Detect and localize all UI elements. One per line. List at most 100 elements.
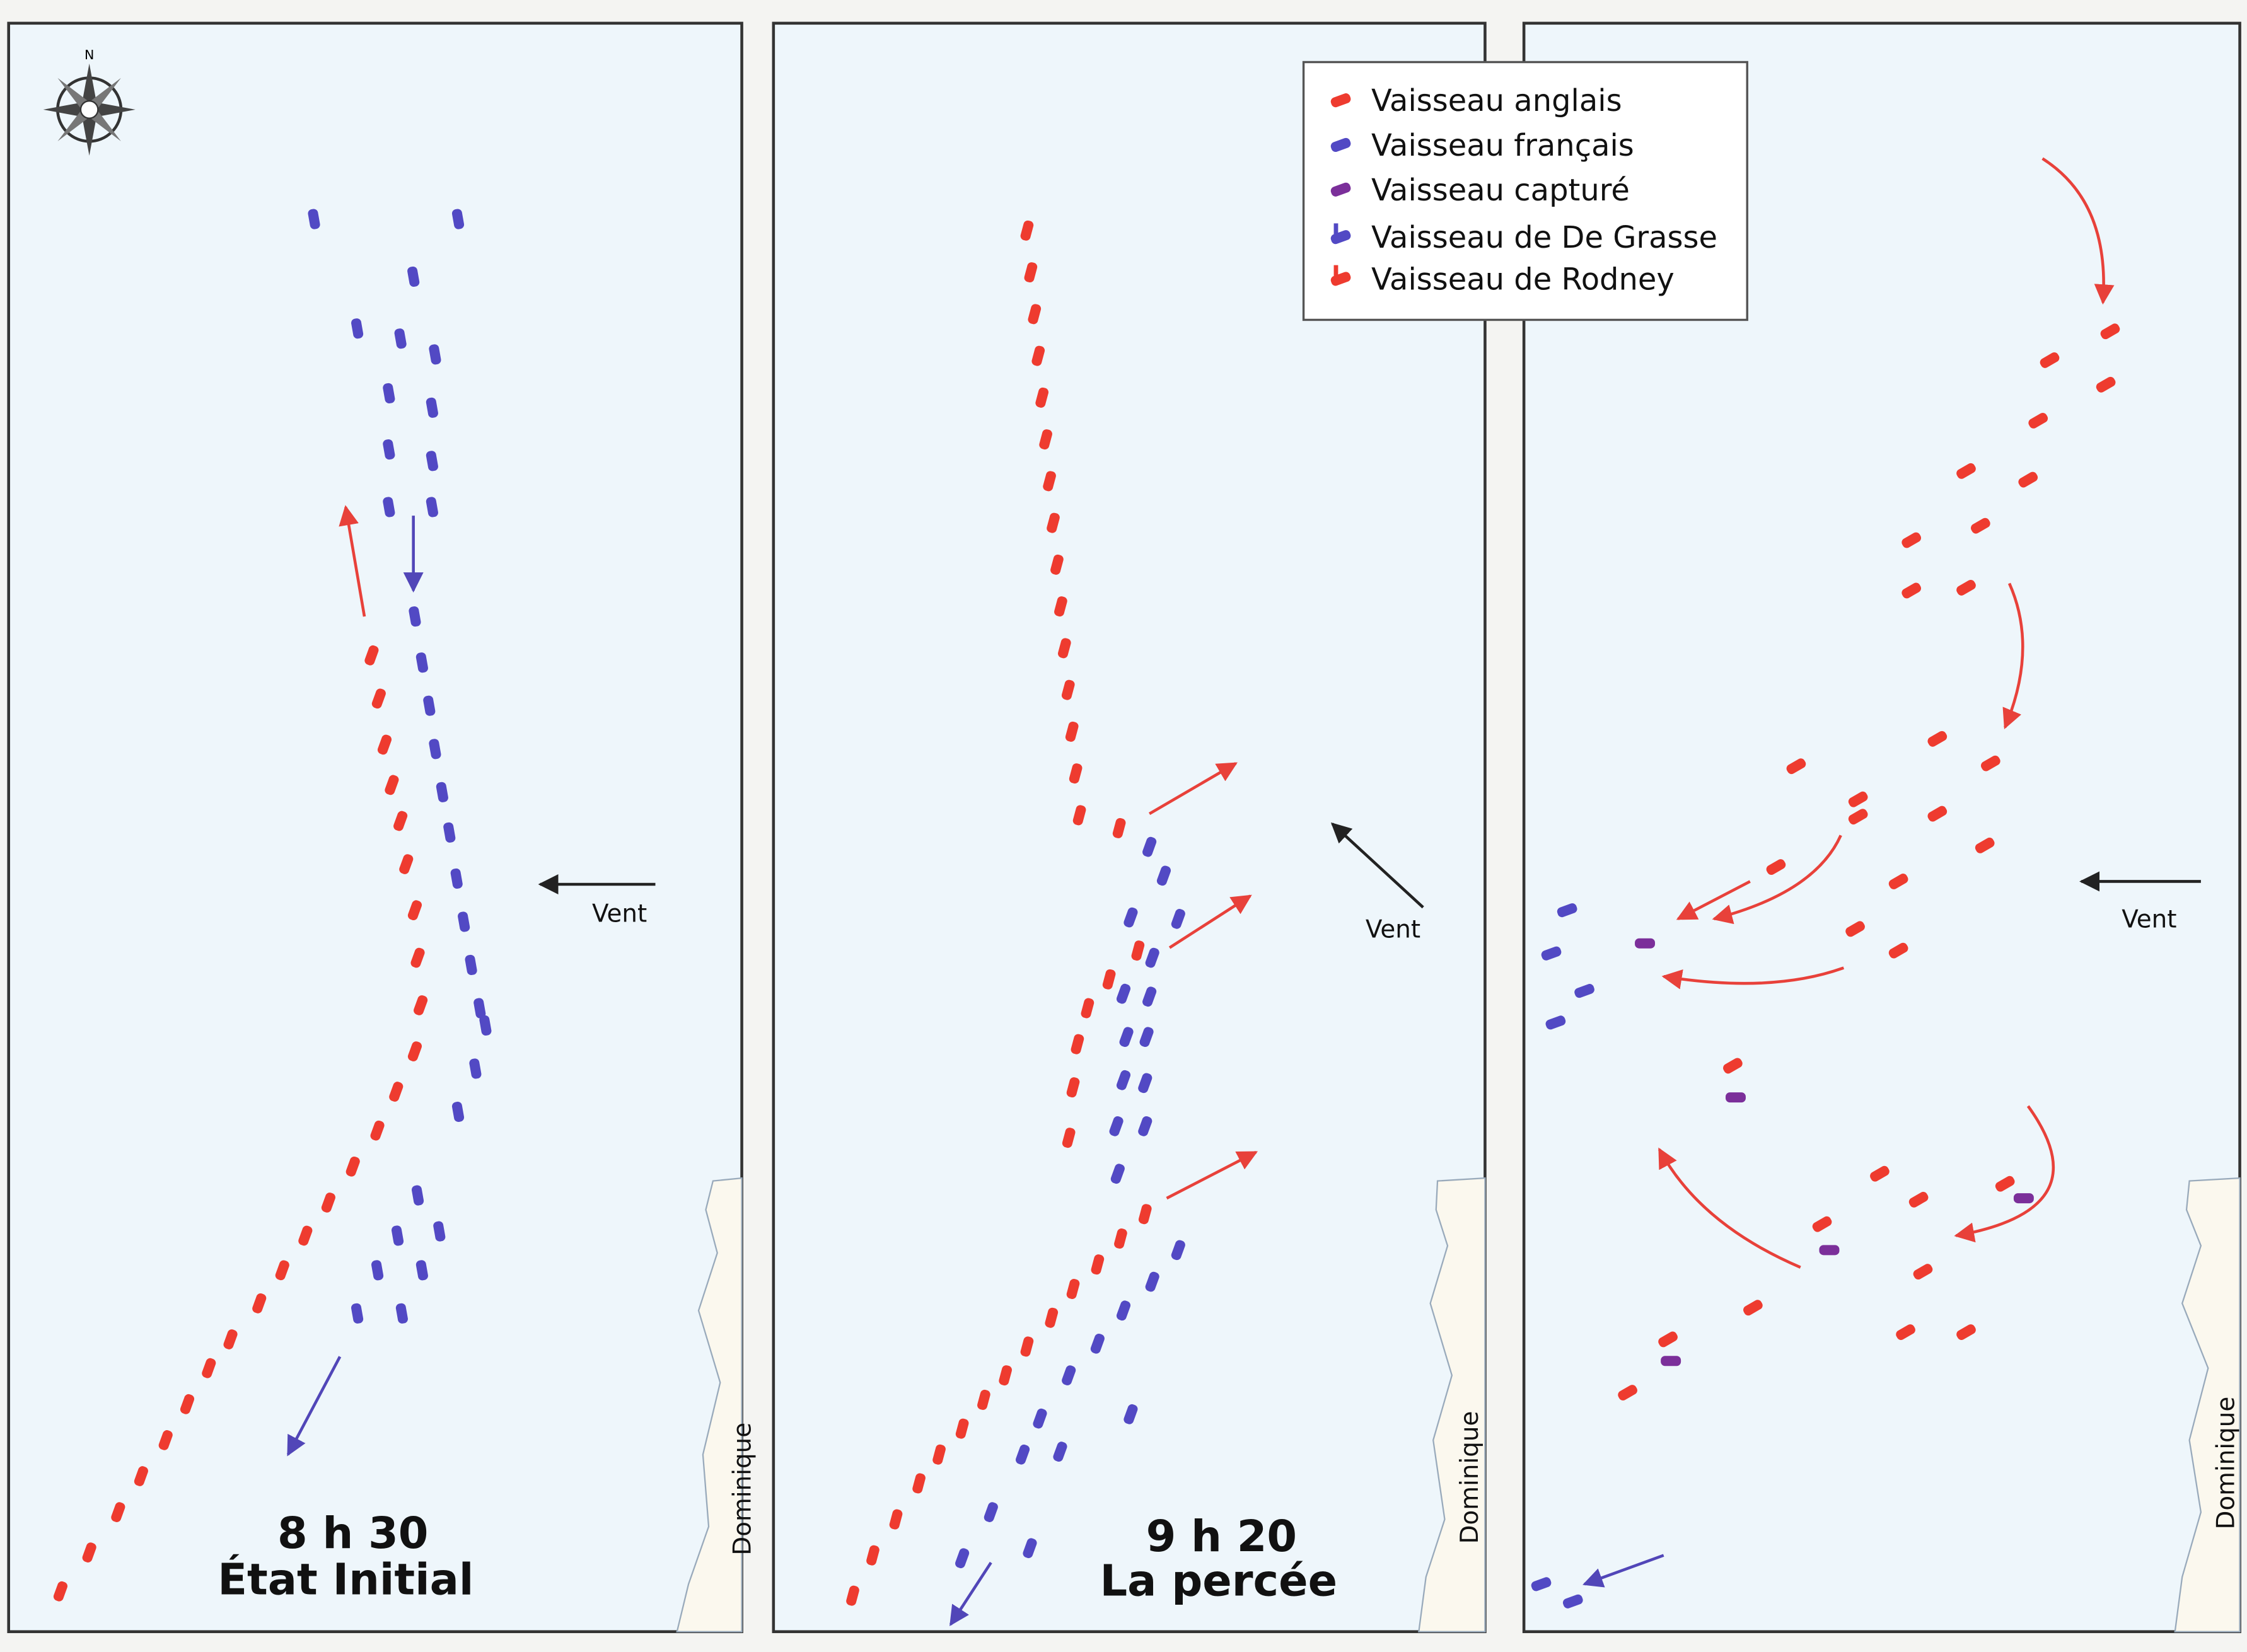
ship [1870, 1165, 1890, 1182]
ship [1024, 262, 1038, 283]
panel-time: 8 h 30 [277, 1508, 429, 1559]
ship [1050, 554, 1064, 575]
ship [1020, 220, 1034, 241]
island [676, 1177, 743, 1632]
ship [977, 1389, 990, 1410]
panel-caption: La percée [1100, 1556, 1337, 1607]
compass-rose: N [43, 47, 136, 156]
ship [1635, 938, 1656, 949]
ship [1091, 1254, 1105, 1275]
arrows [286, 157, 2201, 1626]
ship [1145, 1271, 1159, 1292]
legend-swatch [1330, 93, 1351, 108]
legend-label: Vaisseau capturé [1371, 173, 1630, 208]
ship [1061, 679, 1075, 700]
ship [473, 998, 486, 1019]
ship [1848, 791, 1868, 807]
ship [465, 954, 477, 976]
ship [1658, 1331, 1678, 1348]
ship [415, 1260, 428, 1281]
ship [1913, 1264, 1933, 1280]
ship [1102, 969, 1116, 990]
ship [889, 1509, 903, 1530]
ship [1114, 1228, 1127, 1249]
ship [1786, 758, 1806, 775]
ship [1661, 1356, 1681, 1366]
ship [1927, 731, 1948, 747]
ship [223, 1329, 238, 1349]
compass-north: N [84, 47, 94, 62]
ship [1043, 471, 1056, 492]
ship [1124, 1404, 1138, 1424]
legend-box [1302, 61, 1748, 321]
ship [1145, 947, 1159, 968]
ship [393, 811, 408, 831]
ship [407, 266, 420, 287]
ship [1927, 806, 1948, 822]
ship [82, 1542, 96, 1562]
ship [410, 947, 425, 968]
ship [1956, 463, 1976, 479]
ship [1131, 940, 1145, 961]
ship [383, 383, 395, 404]
ship [1812, 1216, 1832, 1232]
ship [1116, 1070, 1131, 1090]
ship [1908, 1191, 1929, 1208]
ship [1562, 1594, 1583, 1609]
ship [383, 439, 395, 460]
wind-label: Vent [1366, 916, 1420, 944]
ship [1743, 1300, 1763, 1316]
ship [429, 739, 441, 760]
ship [1725, 1092, 1746, 1103]
ship [1023, 1538, 1037, 1559]
ship [955, 1418, 969, 1439]
ship [1116, 983, 1131, 1004]
ship [2040, 352, 2060, 368]
ship [1956, 579, 1976, 596]
ship [385, 775, 399, 795]
ship [1819, 1245, 1840, 1256]
ship [389, 1082, 404, 1102]
ship [111, 1502, 125, 1522]
ship [1171, 909, 1185, 929]
ship [275, 1260, 289, 1281]
ship [1557, 903, 1577, 918]
ship [1766, 859, 1786, 875]
ship [1845, 921, 1865, 937]
ship [1072, 805, 1086, 826]
ship [1139, 1027, 1154, 1048]
ship [1980, 755, 2000, 771]
ship [345, 1156, 360, 1177]
legend-flag [1333, 223, 1338, 238]
panel-frame [7, 21, 743, 1634]
ship [414, 995, 428, 1015]
ship [1058, 638, 1071, 659]
ship [443, 822, 456, 843]
wind-label: Vent [2122, 906, 2176, 934]
ship [1090, 1333, 1105, 1354]
ship [1171, 1240, 1185, 1261]
ship [1045, 1307, 1059, 1328]
ship [912, 1473, 926, 1494]
ship [1054, 596, 1067, 617]
ship [409, 606, 421, 627]
labels: 8 h 30 État Initial Vent Dominique 9 h 2… [218, 899, 2240, 1606]
ship [202, 1358, 216, 1378]
ship [426, 451, 438, 471]
ship [2013, 1193, 2034, 1204]
ship [1031, 345, 1045, 366]
ship [1995, 1175, 2015, 1192]
ship [955, 1548, 970, 1569]
legend-swatch [1330, 137, 1351, 152]
ship [450, 868, 463, 889]
ship [370, 1120, 385, 1141]
ship [1033, 1408, 1047, 1429]
island-label: Dominique [728, 1423, 757, 1556]
ship [1723, 1058, 1743, 1074]
ship [451, 209, 465, 229]
ship [1888, 942, 1908, 959]
ship [426, 497, 438, 517]
ship [308, 209, 320, 229]
ship [866, 1545, 880, 1566]
ship [1156, 865, 1171, 886]
